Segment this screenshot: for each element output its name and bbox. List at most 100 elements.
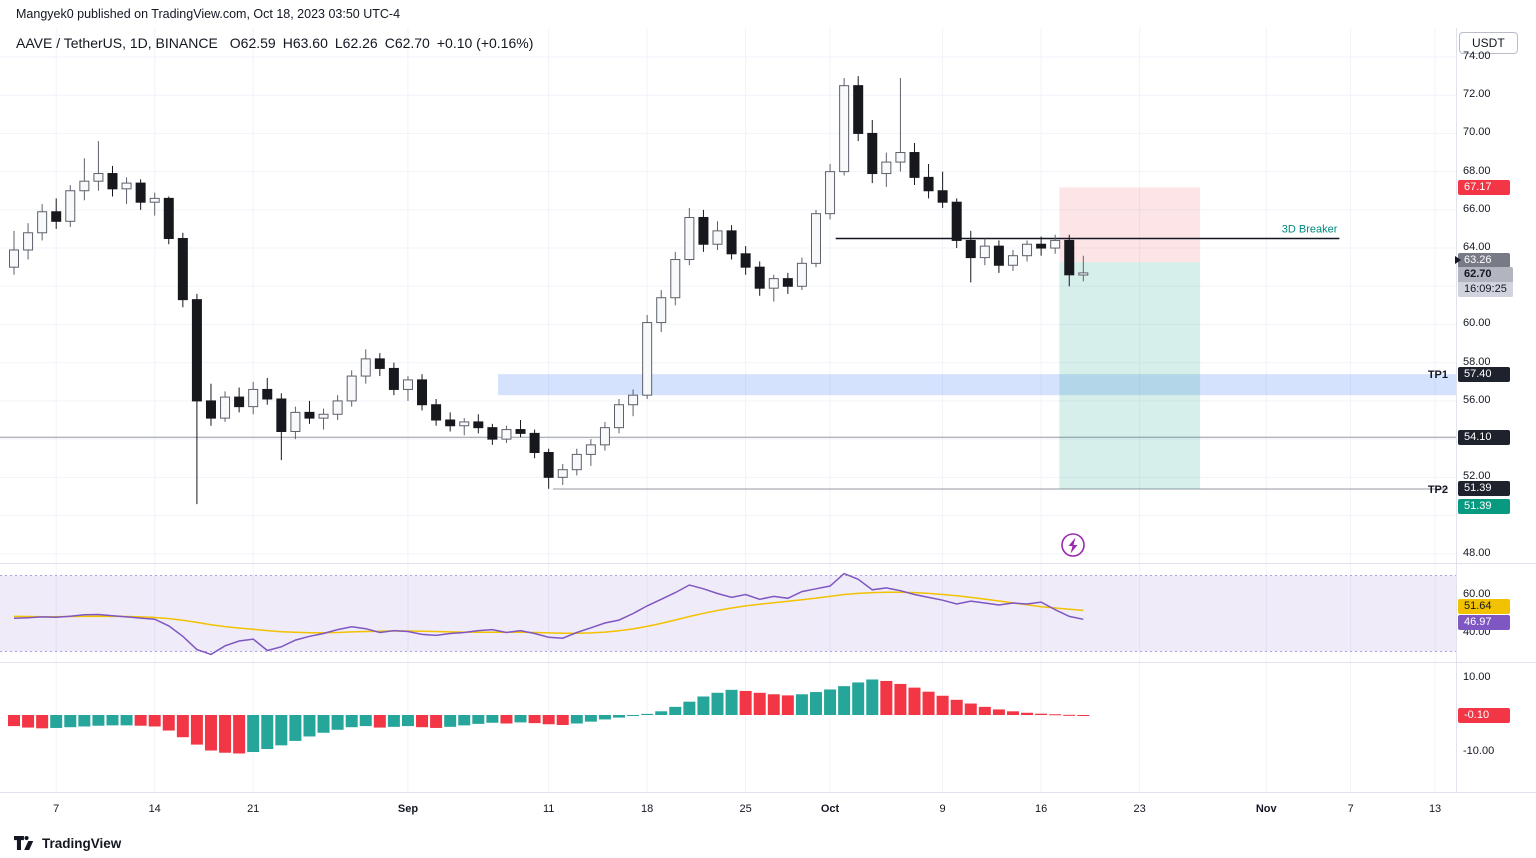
- time-axis-label: 13: [1428, 803, 1442, 815]
- macd-bar: [570, 715, 583, 724]
- macd-bar: [894, 683, 907, 715]
- candle-body: [670, 259, 681, 299]
- candle-body: [149, 197, 160, 203]
- candle-body: [163, 197, 174, 240]
- macd-bar: [739, 690, 752, 715]
- axis-price-label: 63.26: [1458, 253, 1510, 269]
- time-axis-label: Nov: [1255, 803, 1277, 815]
- symbol-title: AAVE / TetherUS, 1D, BINANCE: [16, 35, 218, 51]
- macd-bar: [458, 715, 471, 726]
- macd-bar: [809, 692, 822, 715]
- tp2-label: TP2: [1428, 484, 1448, 496]
- tradingview-wordmark[interactable]: TradingView: [42, 835, 122, 851]
- ohlc-high: H63.60: [282, 35, 328, 51]
- macd-bar: [613, 715, 626, 718]
- time-axis-label: 16: [1034, 803, 1048, 815]
- ohlc-open: O62.59: [229, 35, 276, 51]
- candle-body: [332, 400, 343, 415]
- macd-bar: [261, 715, 274, 750]
- candle-body: [1022, 243, 1033, 257]
- publish-info: Mangyek0 published on TradingView.com, O…: [0, 0, 1536, 28]
- price-tick-label: 52.00: [1463, 470, 1491, 483]
- price-scale-arrow-icon: [1455, 256, 1461, 265]
- macd-bar: [880, 680, 893, 715]
- position-risk-box: [1059, 187, 1201, 263]
- currency-button[interactable]: USDT: [1459, 32, 1518, 54]
- time-axis-label: 18: [641, 803, 654, 815]
- price-tick-label: 68.00: [1463, 164, 1491, 177]
- macd-bar: [345, 715, 358, 728]
- candle-body: [543, 451, 554, 478]
- macd-bar: [120, 715, 133, 726]
- price-tick-label: 56.00: [1463, 393, 1491, 406]
- macd-bar: [486, 715, 499, 723]
- candle-body: [9, 249, 19, 268]
- macd-bar: [22, 715, 35, 728]
- candle-body: [346, 375, 357, 402]
- candle-body: [402, 379, 413, 390]
- candle-body: [205, 400, 216, 419]
- candle-body: [1078, 272, 1089, 276]
- candle-body: [698, 216, 709, 245]
- tradingview-logo-icon[interactable]: [14, 834, 35, 852]
- macd-bar: [162, 715, 175, 731]
- candle-body: [487, 427, 498, 440]
- price-tick-label: 48.00: [1463, 546, 1491, 559]
- candle-body: [276, 398, 287, 432]
- axis-price-label: 67.17: [1458, 180, 1510, 196]
- macd-bar: [767, 694, 780, 715]
- macd-bar: [8, 715, 20, 727]
- macd-bar: [1021, 712, 1034, 715]
- time-axis-label: Oct: [820, 803, 840, 815]
- bar-countdown: 16:09:25: [1458, 281, 1513, 297]
- candle-body: [37, 211, 48, 234]
- macd-bar: [444, 715, 457, 727]
- macd-bar: [964, 703, 977, 715]
- candle-body: [839, 85, 850, 173]
- time-axis-label: 11: [542, 803, 555, 815]
- macd-bar: [922, 691, 935, 715]
- macd-bar: [1035, 713, 1048, 715]
- symbol-legend: AAVE / TetherUS, 1D, BINANCE O62.59 H63.…: [16, 35, 540, 51]
- candle-body: [726, 230, 737, 255]
- macd-bar: [204, 715, 217, 751]
- candle-body: [1064, 239, 1075, 276]
- macd-bar: [303, 715, 316, 737]
- macd-bar: [824, 689, 837, 715]
- macd-bar: [64, 715, 77, 728]
- macd-bar: [908, 687, 921, 715]
- time-axis[interactable]: 7 14 21 Sep 11 18 25 Oct 9 16 23 Nov 7 13: [0, 792, 1536, 828]
- candle-body: [628, 394, 639, 406]
- candle-body: [360, 358, 371, 377]
- macd-bar: [275, 715, 288, 746]
- candle-body: [909, 152, 920, 178]
- macd-bar: [725, 689, 738, 715]
- price-axis[interactable]: USDT 74.00 72.00 70.00 68.00 66.00 64.00 60.00…: [1455, 28, 1536, 828]
- candle-body: [191, 299, 202, 402]
- macd-bar: [247, 715, 260, 752]
- candle-body: [965, 239, 976, 259]
- macd-bar: [78, 715, 91, 727]
- price-tick-label: 72.00: [1463, 88, 1491, 101]
- macd-bar: [1063, 714, 1076, 716]
- candle-body: [656, 297, 667, 324]
- axis-price-label: 54.10: [1458, 430, 1510, 446]
- axis-price-label: 51.39: [1458, 480, 1510, 496]
- candle-body: [107, 173, 118, 190]
- rsi-band: [0, 575, 1456, 652]
- candle-body: [501, 429, 512, 440]
- candle-body: [374, 358, 385, 369]
- candle-body: [825, 171, 836, 215]
- flash-icon[interactable]: [1061, 533, 1085, 557]
- candle-body: [417, 379, 428, 406]
- rsi-line: [13, 572, 1084, 656]
- axis-price-label: -0.10: [1458, 708, 1510, 724]
- macd-bar: [542, 715, 555, 725]
- candle-body: [867, 132, 878, 175]
- axis-price-label: 57.40: [1458, 367, 1510, 383]
- macd-bar: [992, 709, 1005, 715]
- ohlc-low: L62.26: [334, 35, 378, 51]
- macd-bar: [373, 715, 386, 728]
- candle-body: [881, 161, 892, 175]
